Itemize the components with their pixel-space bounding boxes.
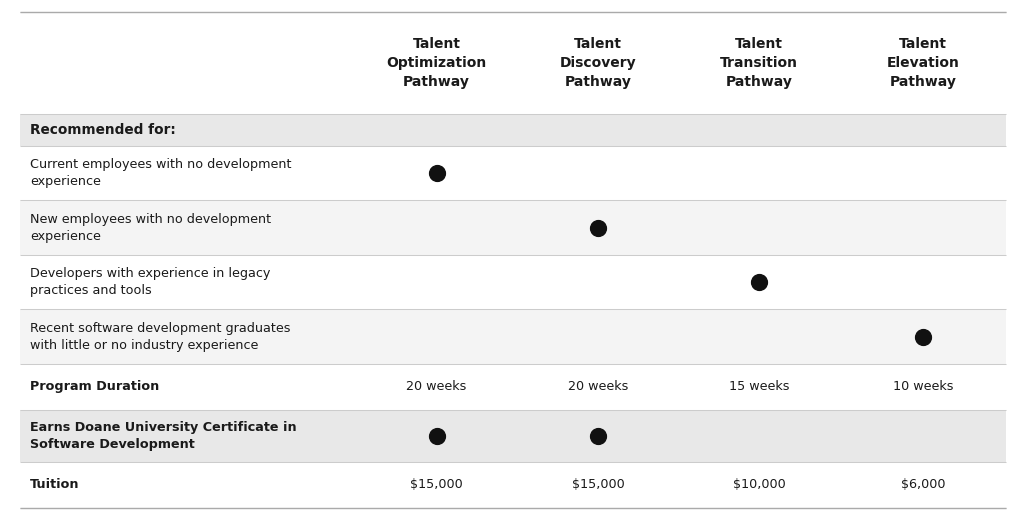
Text: New employees with no development
experience: New employees with no development experi… <box>30 213 271 243</box>
FancyBboxPatch shape <box>20 200 1006 255</box>
Text: 10 weeks: 10 weeks <box>893 381 953 393</box>
Point <box>590 224 606 232</box>
FancyBboxPatch shape <box>20 12 1006 114</box>
Point <box>428 432 444 440</box>
Text: Talent
Optimization
Pathway: Talent Optimization Pathway <box>386 37 486 89</box>
Text: 20 weeks: 20 weeks <box>407 381 467 393</box>
Text: Recent software development graduates
with little or no industry experience: Recent software development graduates wi… <box>30 322 291 352</box>
Point <box>590 432 606 440</box>
FancyBboxPatch shape <box>20 364 1006 410</box>
Point <box>751 278 767 287</box>
Text: 15 weeks: 15 weeks <box>729 381 790 393</box>
FancyBboxPatch shape <box>20 114 1006 146</box>
Text: $15,000: $15,000 <box>571 479 625 491</box>
Point <box>428 169 444 178</box>
Text: $6,000: $6,000 <box>901 479 945 491</box>
FancyBboxPatch shape <box>20 310 1006 364</box>
FancyBboxPatch shape <box>20 146 1006 200</box>
Text: $10,000: $10,000 <box>732 479 785 491</box>
FancyBboxPatch shape <box>20 410 1006 462</box>
Text: 20 weeks: 20 weeks <box>568 381 628 393</box>
Text: Talent
Elevation
Pathway: Talent Elevation Pathway <box>887 37 959 89</box>
Point <box>914 332 931 341</box>
Text: Recommended for:: Recommended for: <box>30 123 176 137</box>
FancyBboxPatch shape <box>20 255 1006 310</box>
Text: $15,000: $15,000 <box>411 479 463 491</box>
Text: Tuition: Tuition <box>30 479 80 491</box>
Text: Talent
Discovery
Pathway: Talent Discovery Pathway <box>560 37 636 89</box>
Text: Earns Doane University Certificate in
Software Development: Earns Doane University Certificate in So… <box>30 421 297 451</box>
FancyBboxPatch shape <box>20 462 1006 508</box>
Text: Developers with experience in legacy
practices and tools: Developers with experience in legacy pra… <box>30 267 270 297</box>
Text: Program Duration: Program Duration <box>30 381 160 393</box>
Text: Current employees with no development
experience: Current employees with no development ex… <box>30 158 292 188</box>
Text: Talent
Transition
Pathway: Talent Transition Pathway <box>720 37 798 89</box>
